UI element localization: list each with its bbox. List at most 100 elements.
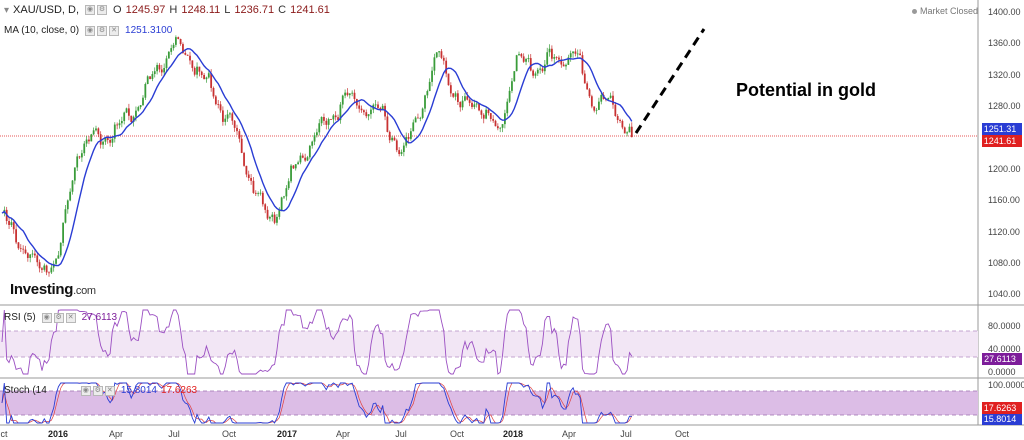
candle-body — [243, 152, 245, 166]
stoch-k-tag — [982, 414, 1022, 425]
candle-body — [400, 152, 403, 155]
candle-body — [370, 109, 372, 115]
candle-body — [520, 54, 523, 57]
candle-body — [534, 73, 537, 76]
candle-body — [393, 137, 396, 141]
candle-body — [438, 51, 440, 53]
candle-body — [468, 99, 471, 103]
candle-body — [496, 126, 499, 129]
candle-body — [332, 115, 335, 120]
candle-body — [196, 66, 198, 75]
open-label: O — [113, 4, 122, 16]
time-tick: 2018 — [502, 429, 524, 439]
stoch-settings-icon[interactable]: ⚙ — [92, 385, 103, 396]
market-status-text: Market Closed — [919, 6, 978, 16]
rsi-settings-icon[interactable]: ⚙ — [53, 312, 64, 323]
candle-body — [558, 57, 560, 60]
low-value: 1236.71 — [234, 4, 275, 16]
candle-body — [135, 110, 137, 117]
candle-body — [348, 93, 351, 96]
candle-body — [459, 101, 462, 108]
candle-body — [203, 74, 205, 80]
candle-body — [158, 64, 161, 70]
candle-body — [433, 57, 436, 71]
open-value: 1245.97 — [125, 4, 166, 16]
candle-body — [569, 53, 572, 58]
candle-body — [576, 53, 579, 55]
stoch-eye-icon[interactable]: ◉ — [80, 385, 91, 396]
rsi-label[interactable]: RSI (5) — [4, 312, 36, 323]
candle-body — [41, 268, 43, 270]
candle-body — [106, 137, 109, 140]
candle-body — [452, 93, 455, 97]
stoch-d-label: 17.6263 — [983, 403, 1017, 413]
candle-body — [59, 242, 62, 256]
candle-body — [579, 53, 581, 56]
candle-body — [412, 122, 415, 132]
rsi-tick: 80.0000 — [988, 321, 1021, 331]
chart-menu-icon[interactable]: ▾ — [4, 4, 10, 16]
ma-close-icon[interactable]: ✕ — [109, 25, 120, 36]
candle-body — [236, 127, 238, 132]
candle-body — [600, 94, 603, 102]
status-dot-icon — [911, 9, 917, 14]
close-price-label: 1241.61 — [983, 136, 1017, 146]
candle-body — [595, 109, 598, 111]
candle-body — [17, 242, 20, 249]
rsi-close-icon[interactable]: ✕ — [65, 312, 76, 323]
rsi-legend: RSI (5) ◉ ⚙ ✕ 27.6113 — [4, 312, 117, 323]
candle-body — [515, 55, 518, 72]
eye-icon[interactable]: ◉ — [85, 5, 96, 15]
candle-body — [62, 222, 64, 243]
ma-eye-icon[interactable]: ◉ — [85, 25, 96, 36]
candle-body — [231, 113, 234, 121]
candle-body — [518, 54, 520, 56]
settings-icon[interactable]: ⚙ — [97, 5, 108, 15]
candle-body — [546, 52, 549, 65]
candle-body — [297, 162, 299, 165]
candle-body — [165, 58, 168, 69]
candle-body — [50, 267, 53, 273]
candle-body — [398, 150, 401, 155]
candle-body — [104, 137, 107, 142]
candle-body — [541, 68, 544, 72]
candle-body — [539, 68, 542, 70]
candle-body — [499, 127, 502, 129]
stoch-band — [0, 391, 978, 415]
candle-body — [271, 214, 274, 217]
candle-body — [621, 120, 624, 128]
ma-label[interactable]: MA (10, close, 0) — [4, 25, 80, 36]
candle-body — [612, 95, 614, 105]
candle-body — [478, 103, 480, 111]
candle-body — [626, 132, 628, 134]
candle-body — [266, 209, 269, 219]
candle-body — [182, 44, 184, 53]
candle-body — [55, 258, 57, 264]
ma-settings-icon[interactable]: ⚙ — [97, 25, 108, 36]
investing-logo: Investing.com — [10, 281, 96, 298]
candle-body — [553, 57, 556, 59]
candle-body — [226, 114, 229, 119]
rsi-eye-icon[interactable]: ◉ — [41, 312, 52, 323]
time-tick: Oct — [221, 429, 237, 439]
candle-body — [254, 192, 257, 194]
candle-body — [363, 110, 365, 113]
candle-body — [330, 119, 332, 120]
symbol-label[interactable]: XAU/USD, D, — [13, 4, 80, 16]
stoch-legend-buttons: ◉ ⚙ ✕ — [80, 385, 115, 396]
price-tick: 1160.00 — [988, 195, 1020, 205]
stoch-close-icon[interactable]: ✕ — [104, 385, 115, 396]
candle-body — [261, 192, 264, 205]
time-tick: 2016 — [47, 429, 69, 439]
candle-body — [64, 209, 67, 223]
candle-body — [26, 253, 29, 258]
low-label: L — [224, 4, 231, 16]
candle-body — [475, 103, 478, 105]
rsi-legend-buttons: ◉ ⚙ ✕ — [41, 312, 76, 323]
candle-body — [431, 70, 433, 82]
stoch-label[interactable]: Stoch (14 — [4, 385, 47, 396]
candle-body — [316, 132, 318, 136]
candle-body — [506, 101, 509, 114]
candle-body — [421, 108, 424, 118]
